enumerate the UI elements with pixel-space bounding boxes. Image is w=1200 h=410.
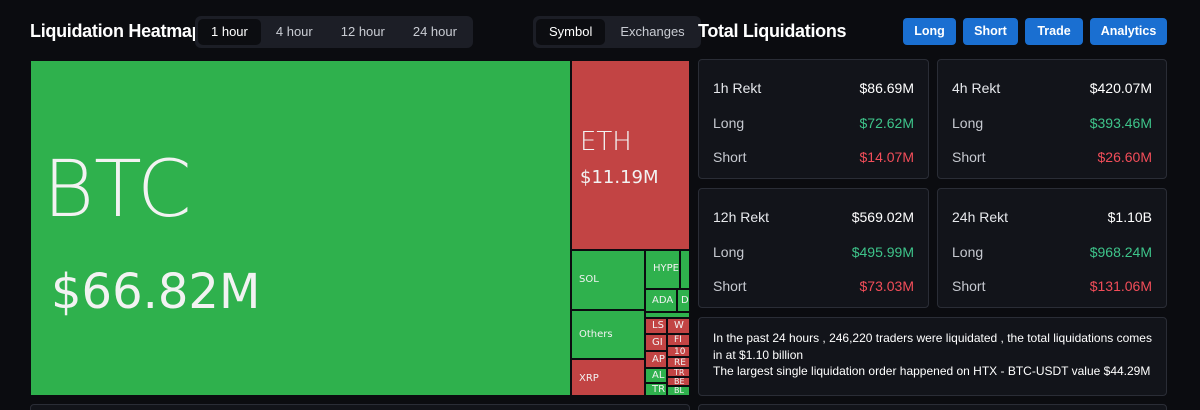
tile-symbol: D (681, 295, 689, 306)
tab-4-hour[interactable]: 4 hour (275, 24, 313, 39)
summary-line-2: The largest single liquidation order hap… (713, 364, 1151, 378)
tile-symbol: LS (652, 320, 664, 331)
tile-tr[interactable]: TR (645, 383, 667, 396)
lower-panel-left (30, 404, 690, 410)
tile-ap[interactable]: AP (645, 351, 667, 368)
tab-1-hour[interactable]: 1 hour (198, 19, 261, 45)
tab-exchanges[interactable]: Exchanges (620, 24, 685, 39)
long-value: $393.46M (1089, 115, 1152, 131)
long-value: $72.62M (859, 115, 914, 131)
tile-fi[interactable]: FI (667, 334, 690, 346)
tile-small[interactable] (680, 250, 690, 289)
tile-symbol: FI (674, 335, 682, 345)
tile-gi[interactable]: GI (645, 334, 667, 351)
card-total: $1.10B (1107, 209, 1152, 225)
tile-symbol: RE (674, 358, 686, 368)
tile-symbol: AP (652, 354, 665, 365)
liquidation-heatmap: BTC $66.82M ETH $11.19M SOL Others XRP H… (30, 60, 690, 396)
tile-symbol: GI (652, 337, 663, 348)
summary-line-1: In the past 24 hours , 246,220 traders w… (713, 331, 1152, 362)
long-label: Long (952, 115, 984, 131)
tab-symbol[interactable]: Symbol (536, 19, 606, 45)
liquidation-summary: In the past 24 hours , 246,220 traders w… (698, 317, 1167, 396)
tile-symbol: HYPE (653, 263, 679, 274)
tab-12-hour[interactable]: 12 hour (340, 24, 385, 39)
tile-eth[interactable]: ETH $11.19M (571, 60, 690, 250)
card-1h-rekt: 1h Rekt $86.69M Long $72.62M Short $14.07M (698, 59, 929, 179)
card-label: 12h Rekt (713, 209, 770, 225)
card-label: 1h Rekt (713, 80, 762, 96)
tile-symbol: Others (579, 329, 613, 340)
card-total: $86.69M (859, 80, 914, 96)
short-label: Short (713, 278, 747, 294)
short-value: $14.07M (859, 149, 914, 165)
short-label: Short (952, 149, 986, 165)
long-label: Long (713, 244, 745, 260)
short-button[interactable]: Short (963, 18, 1018, 45)
tile-symbol: BTC (43, 145, 192, 235)
card-4h-rekt: 4h Rekt $420.07M Long $393.46M Short $26.60… (937, 59, 1167, 179)
view-selector: Symbol Exchanges (533, 16, 701, 48)
card-total: $420.07M (1089, 80, 1152, 96)
trade-button[interactable]: Trade (1025, 18, 1083, 45)
card-label: 4h Rekt (952, 80, 1001, 96)
long-button[interactable]: Long (903, 18, 956, 45)
tile-symbol: ADA (652, 295, 674, 306)
tile-re[interactable]: RE (667, 357, 690, 368)
tile-symbol: BL (674, 386, 684, 395)
tile-btc[interactable]: BTC $66.82M (30, 60, 571, 396)
tile-be[interactable]: BE (667, 377, 690, 386)
tile-bl[interactable]: BL (667, 386, 690, 396)
tile-xrp[interactable]: XRP (571, 359, 645, 396)
short-value: $26.60M (1097, 149, 1152, 165)
tile-symbol: 10 (674, 347, 686, 357)
tile-tr[interactable]: TR (667, 368, 690, 377)
tile-symbol: AL (652, 370, 665, 381)
tile-symbol: XRP (579, 373, 599, 384)
card-label: 24h Rekt (952, 209, 1009, 225)
long-label: Long (713, 115, 745, 131)
tile-ls[interactable]: LS (645, 318, 667, 334)
tile-d[interactable]: D (677, 289, 690, 312)
long-label: Long (952, 244, 984, 260)
tile-symbol: TR (652, 384, 666, 395)
tile-sol[interactable]: SOL (571, 250, 645, 310)
timeframe-selector: 1 hour 4 hour 12 hour 24 hour (195, 16, 473, 48)
tile-others[interactable]: Others (571, 310, 645, 359)
tile-al[interactable]: AL (645, 368, 667, 383)
card-12h-rekt: 12h Rekt $569.02M Long $495.99M Short $73.0… (698, 188, 929, 308)
tile-symbol: W (674, 320, 684, 331)
tile-w[interactable]: W (667, 318, 690, 334)
tile-small[interactable] (645, 312, 690, 318)
tab-24-hour[interactable]: 24 hour (412, 24, 457, 39)
long-value: $495.99M (851, 244, 914, 260)
tile-hype[interactable]: HYPE (645, 250, 680, 289)
long-value: $968.24M (1089, 244, 1152, 260)
heatmap-title: Liquidation Heatmap (30, 21, 203, 41)
total-liquidations-title: Total Liquidations (698, 21, 847, 41)
tile-symbol: ETH (580, 127, 632, 157)
short-value: $131.06M (1089, 278, 1152, 294)
lower-panel-right (698, 404, 1167, 410)
short-value: $73.03M (859, 278, 914, 294)
card-24h-rekt: 24h Rekt $1.10B Long $968.24M Short $131.06… (937, 188, 1167, 308)
tile-symbol: TR (674, 368, 685, 377)
analytics-button[interactable]: Analytics (1090, 18, 1167, 45)
tile-value: $11.19M (580, 167, 659, 188)
card-total: $569.02M (851, 209, 914, 225)
short-label: Short (952, 278, 986, 294)
tile-symbol: SOL (579, 274, 599, 285)
short-label: Short (713, 149, 747, 165)
tile-symbol: BE (674, 377, 685, 386)
tile-10[interactable]: 10 (667, 346, 690, 357)
tile-ada[interactable]: ADA (645, 289, 677, 312)
tile-value: $66.82M (51, 264, 261, 320)
